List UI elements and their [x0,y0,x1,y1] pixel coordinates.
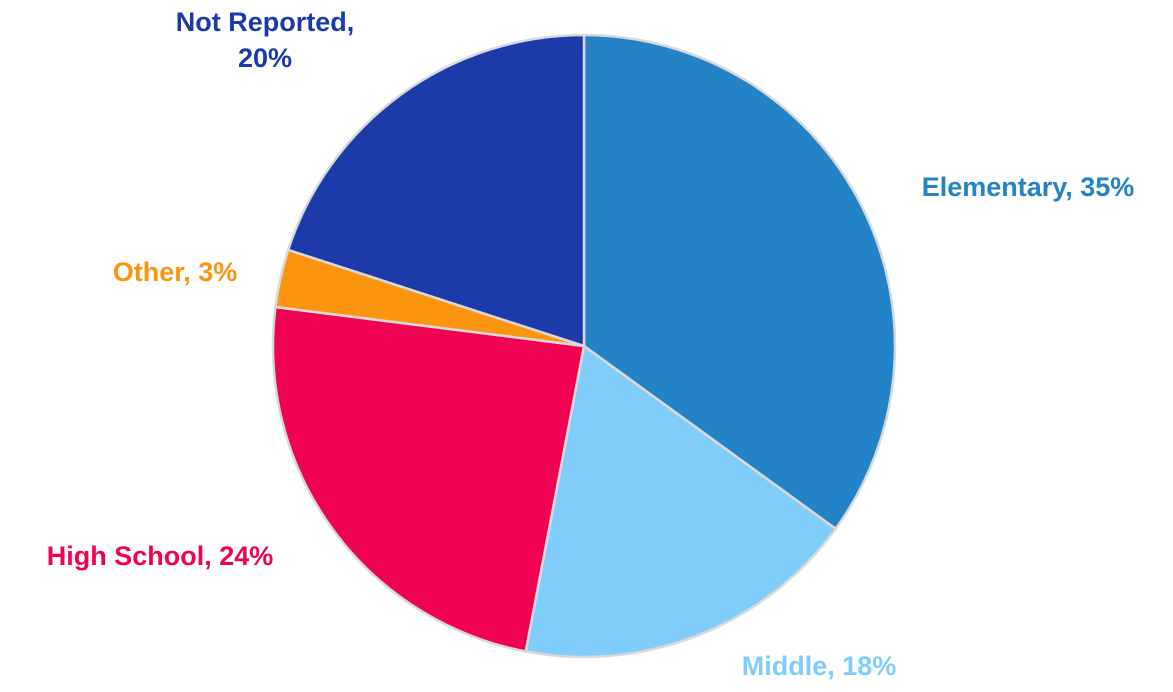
pie-slice-not-reported [286,33,586,348]
slice-label-line: Middle, 18% [742,651,897,681]
slice-label-line: 20% [238,43,292,73]
pie-slice-high-school [271,305,586,653]
slice-label-elementary: Elementary, 35% [922,172,1135,202]
slice-label-line: Elementary, 35% [922,172,1135,202]
slice-label-not-reported: Not Reported, 20% [176,7,355,73]
slice-label-middle: Middle, 18% [742,651,897,681]
pie-slices [271,33,897,659]
slice-label-line: High School, 24% [47,541,274,571]
slice-label-high-school: High School, 24% [47,541,274,571]
slice-label-line: Not Reported, [176,7,355,37]
slice-label-other: Other, 3% [113,257,238,287]
pie-slice-elementary [582,33,897,531]
pie-slice-middle [524,344,837,659]
slice-label-line: Other, 3% [113,257,238,287]
slice-labels: Elementary, 35% Middle, 18% High School, 2… [47,7,1135,681]
